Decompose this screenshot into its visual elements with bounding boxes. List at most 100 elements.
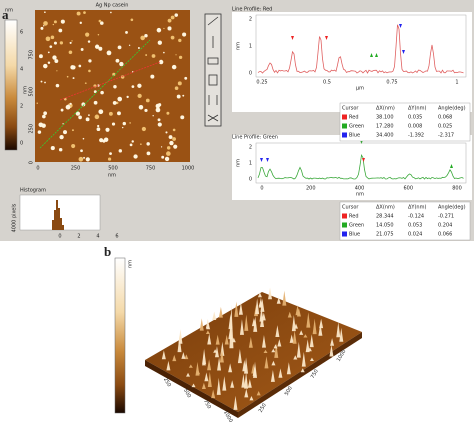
image-x-unit: nm	[108, 173, 116, 179]
image-x-tick: 500	[108, 166, 118, 172]
profile-frame	[255, 142, 467, 184]
particle	[129, 143, 133, 147]
peak	[270, 370, 275, 382]
peak	[336, 322, 341, 338]
particle	[36, 102, 38, 105]
red-profile-plot	[232, 12, 472, 112]
table-box	[339, 102, 471, 142]
green-profile-plot	[232, 135, 472, 200]
peak	[301, 351, 306, 367]
particle	[98, 19, 102, 23]
peak	[207, 333, 212, 345]
particle	[80, 149, 83, 153]
peak	[263, 349, 268, 353]
peak	[217, 357, 222, 371]
peak	[251, 318, 256, 327]
peak	[312, 318, 317, 335]
particle	[47, 51, 50, 54]
particle	[78, 115, 82, 120]
particle	[133, 154, 138, 159]
particle	[83, 156, 86, 159]
peak	[261, 335, 266, 348]
peak	[244, 372, 249, 389]
particle	[81, 102, 86, 107]
peak	[248, 336, 253, 348]
green-profile-trace	[257, 154, 464, 180]
particle	[100, 90, 104, 95]
particle	[168, 135, 173, 139]
particle	[111, 122, 116, 126]
particle	[58, 28, 63, 33]
histogram-x-tick: 0	[58, 234, 61, 240]
peak	[309, 334, 314, 348]
peak	[258, 297, 263, 308]
peak	[306, 312, 311, 328]
peak	[278, 368, 283, 378]
peak	[220, 341, 225, 356]
table-box	[339, 201, 471, 241]
particle	[52, 55, 57, 60]
particle	[68, 50, 73, 55]
peak	[293, 355, 298, 360]
profile-y-tick: 1	[249, 161, 252, 167]
table-header: Cursor	[342, 106, 359, 112]
table-cell: Red	[349, 115, 359, 121]
particle	[55, 83, 60, 88]
particle	[75, 111, 81, 116]
particle	[129, 122, 131, 124]
peak	[318, 323, 323, 336]
table-cell: 0.035	[408, 115, 422, 121]
axis-tick: 250	[162, 377, 172, 388]
cursor-swatch	[342, 213, 347, 219]
particle	[145, 98, 150, 103]
profile-x-tick: 0.5	[323, 80, 331, 86]
table-cell: Green	[349, 223, 364, 229]
particle	[158, 59, 164, 65]
particle	[44, 81, 46, 84]
table-cell: -0.271	[438, 214, 454, 220]
image-x-tick: 250	[71, 166, 81, 172]
peak	[307, 347, 312, 352]
peak	[239, 319, 244, 335]
peak	[268, 287, 273, 300]
particle	[40, 80, 43, 83]
particle	[163, 27, 165, 30]
histogram-x-tick: 4	[96, 234, 99, 240]
peak	[219, 349, 224, 363]
peak	[177, 335, 182, 353]
table-cell: 17.280	[376, 124, 394, 130]
table-header: ΔX(nm)	[376, 205, 395, 211]
particle	[167, 18, 172, 23]
peak	[216, 377, 221, 395]
particle	[169, 140, 174, 146]
peak	[271, 360, 276, 366]
particle	[156, 27, 162, 33]
particle	[60, 108, 64, 112]
particle	[131, 85, 135, 88]
image-title: Ag Np casein	[96, 3, 129, 9]
histogram-y-label: 4000 pixels	[12, 203, 18, 232]
particle	[43, 21, 48, 26]
peak	[241, 373, 246, 388]
peak	[274, 343, 279, 358]
particle	[173, 144, 178, 149]
color-bar-3d	[114, 257, 126, 414]
profile-x-unit: µm	[356, 86, 364, 92]
particle	[43, 111, 47, 116]
particle	[175, 54, 177, 56]
axis-tick: 750	[202, 399, 212, 410]
image-x-tick: 1000	[182, 166, 195, 172]
particle	[112, 100, 117, 105]
table-cell: 21.075	[376, 232, 394, 238]
profile-x-tick: 0.75	[386, 80, 397, 86]
particle	[117, 111, 121, 116]
peak	[309, 357, 314, 361]
peak	[172, 354, 177, 362]
histogram-x-tick: 6	[115, 234, 118, 240]
color-bar-tick: 0	[20, 141, 23, 147]
color-bar-tick: 4	[20, 67, 23, 73]
peak	[238, 302, 243, 315]
peak	[273, 344, 278, 349]
particle	[42, 114, 46, 119]
profile-x-tick: 0	[260, 186, 263, 192]
